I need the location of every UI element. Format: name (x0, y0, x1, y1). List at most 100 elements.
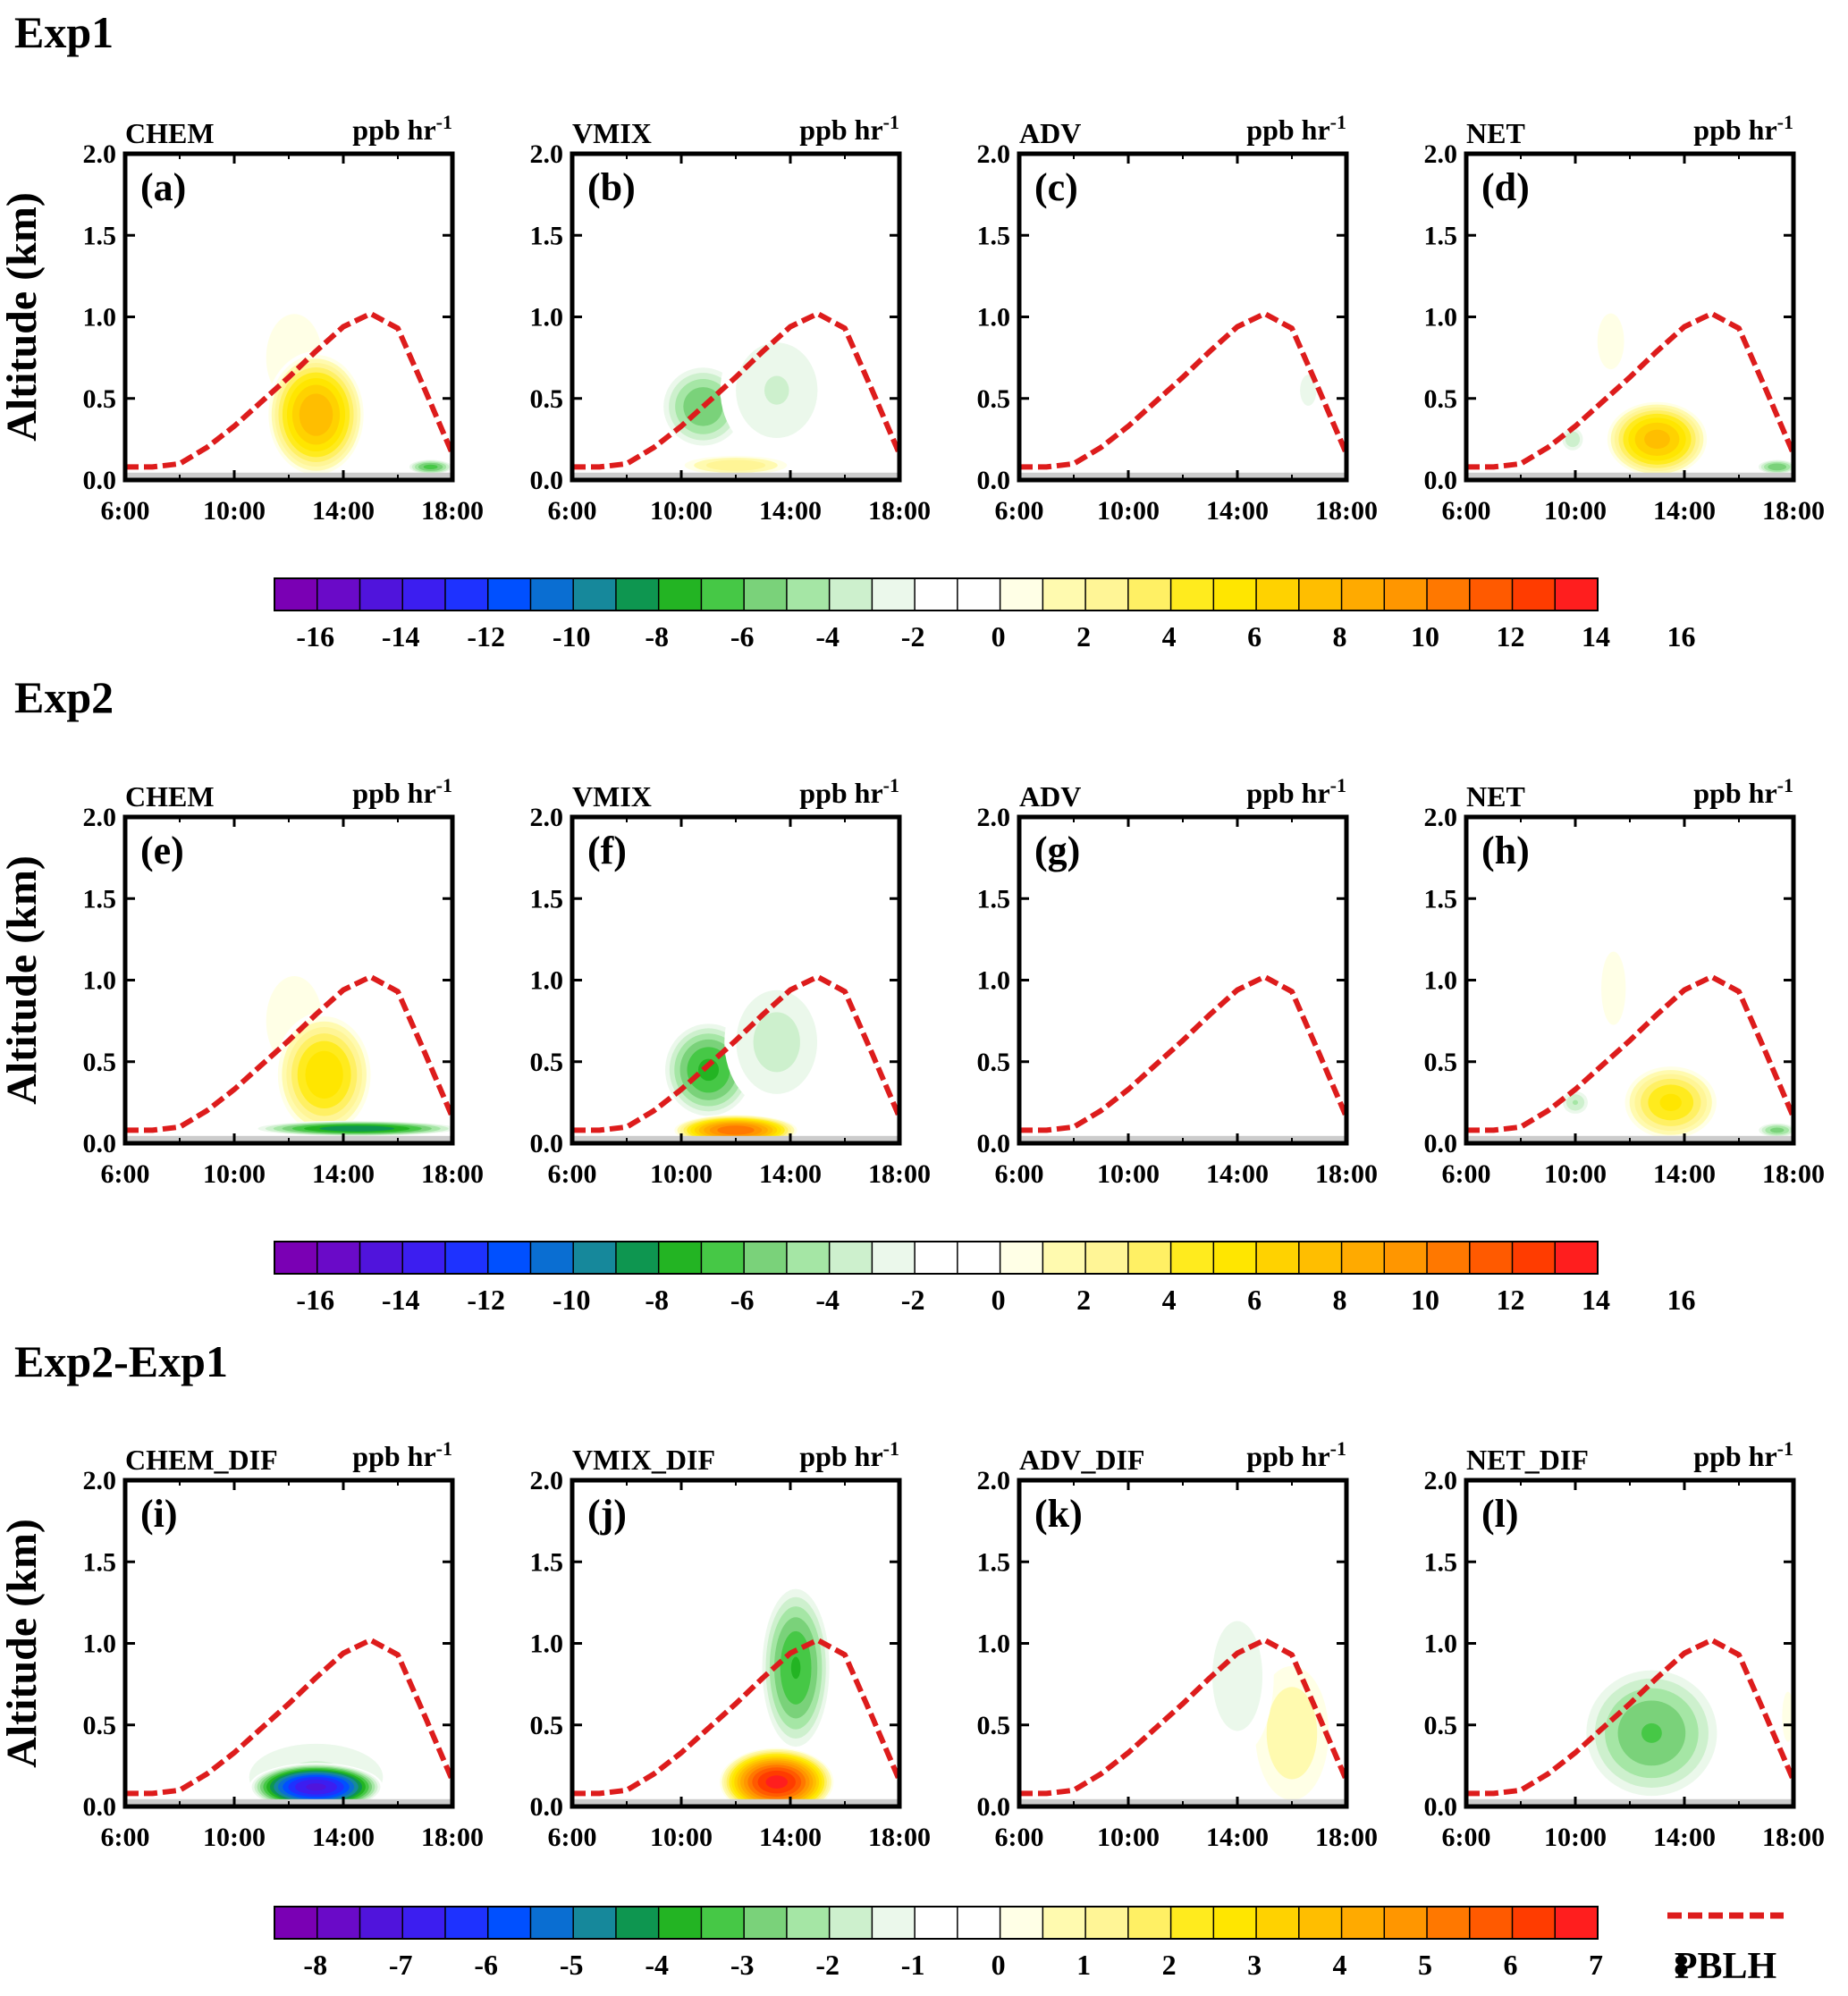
colorbar-label: -4 (815, 1284, 840, 1316)
colorbar-bin (402, 578, 446, 611)
colorbar-label: -7 (389, 1949, 413, 1981)
y-tick-label: 2.0 (1424, 803, 1458, 832)
y-tick-label: 0.5 (83, 1711, 117, 1740)
unit-label: ppb hr-1 (1246, 774, 1346, 809)
panel-adv-7: 6:00 10:00 14:00 18:00 0.0 0.5 1.0 1.5 2.0 ADV ppb… (977, 774, 1379, 1189)
colorbar-bin (573, 1907, 617, 1939)
panel-letter: (d) (1481, 165, 1530, 209)
panel-name: VMIX (572, 780, 652, 813)
y-tick-label: 0.0 (530, 1792, 564, 1822)
unit-sup: -1 (1330, 774, 1346, 796)
y-axis: 0.0 0.5 1.0 1.5 2.0 (977, 139, 1346, 495)
y-tick-label: 0.0 (530, 1129, 564, 1158)
colorbar-bin (1298, 1907, 1343, 1939)
colorbar-bin (573, 578, 617, 611)
x-tick-label: 18:00 (868, 496, 931, 526)
y-tick-label: 1.0 (83, 966, 117, 996)
colorbar-label: 6 (1504, 1949, 1518, 1981)
unit-sup: -1 (1777, 1437, 1793, 1460)
contour-level (1644, 429, 1670, 450)
y-tick-label: 0.5 (83, 384, 117, 414)
colorbar-label: -4 (815, 620, 840, 653)
colorbar-label: 14 (1582, 1284, 1610, 1316)
colorbar-frame (274, 577, 1599, 611)
y-tick-label: 1.5 (530, 221, 564, 250)
y-tick-label: 1.0 (83, 1630, 117, 1659)
y-tick-label: 1.5 (1424, 884, 1458, 914)
unit-label: ppb hr-1 (1693, 111, 1793, 146)
colorbar-bin (359, 1242, 403, 1274)
y-tick-label: 1.5 (977, 1547, 1011, 1577)
colorbar-frame (274, 1906, 1599, 1940)
x-axis: 6:00 10:00 14:00 18:00 (995, 817, 1378, 1189)
x-axis: 6:00 10:00 14:00 18:00 (995, 154, 1378, 526)
panel-net-8: 6:00 10:00 14:00 18:00 0.0 0.5 1.0 1.5 2.0 NET ppb… (1424, 774, 1826, 1189)
panel-name: CHEM (125, 117, 215, 149)
y-axis: 0.0 0.5 1.0 1.5 2.0 (83, 803, 452, 1158)
colorbar-bin (1512, 1907, 1556, 1939)
colorbar-label: 14 (1582, 620, 1610, 653)
colorbar-label: -5 (560, 1949, 584, 1981)
y-tick-label: 0.5 (977, 1711, 1011, 1740)
pblh-line (1019, 1637, 1346, 1797)
y-tick-label: 0.0 (530, 466, 564, 495)
contour-level (717, 1125, 755, 1135)
x-tick-label: 10:00 (203, 1823, 266, 1852)
unit-label: ppb hr-1 (1693, 1437, 1793, 1472)
colorbar-bin (829, 1242, 873, 1274)
contour-level (423, 464, 438, 470)
x-tick-label: 10:00 (1544, 496, 1607, 526)
y-tick-label: 2.0 (83, 1466, 117, 1495)
y-tick-label: 1.0 (977, 1630, 1011, 1659)
colorbar-label: -1 (901, 1949, 925, 1981)
y-tick-label: 2.0 (977, 803, 1011, 832)
contour-level (697, 1058, 720, 1082)
y-axis: 0.0 0.5 1.0 1.5 2.0 (83, 1466, 452, 1822)
colorbar-bin (530, 578, 574, 611)
y-tick-label: 1.5 (83, 884, 117, 914)
colorbar-bin (1555, 1907, 1599, 1939)
panel-name: VMIX_DIF (572, 1444, 715, 1476)
colorbar-bin (615, 578, 660, 611)
colorbar-bin (872, 578, 916, 611)
colorbar-bin (957, 1907, 1001, 1939)
x-tick-label: 10:00 (1097, 1823, 1160, 1852)
pblh-legend: PBLH (1667, 1912, 1784, 1987)
y-tick-label: 0.0 (1424, 1792, 1458, 1822)
colorbar-3: -8 -7 -6 -5 -4 -3 -2 -1 0 1 2 3 4 5 6 7 8 (274, 1906, 1688, 1981)
colorbar-bin (1341, 1907, 1385, 1939)
colorbar-bin (1085, 578, 1129, 611)
panel-chem-5: 6:00 10:00 14:00 18:00 0.0 0.5 1.0 1.5 2.0 CHEM pp… (0, 774, 484, 1189)
y-tick-label: 1.5 (1424, 1547, 1458, 1577)
unit-base: ppb hr (1693, 777, 1776, 809)
x-tick-label: 10:00 (1544, 1159, 1607, 1189)
x-axis: 6:00 10:00 14:00 18:00 (548, 817, 931, 1189)
unit-base: ppb hr (1693, 114, 1776, 146)
y-tick-label: 0.5 (530, 1711, 564, 1740)
colorbar-label: -14 (382, 1284, 420, 1316)
colorbar-label: 2 (1162, 1949, 1177, 1981)
y-tick-label: 1.5 (1424, 221, 1458, 250)
pblh-line (1019, 310, 1346, 470)
unit-sup: -1 (1330, 111, 1346, 133)
y-axis: 0.0 0.5 1.0 1.5 2.0 (977, 803, 1346, 1158)
colorbar-bin (1042, 1242, 1086, 1274)
contour-level (1466, 1091, 1483, 1131)
contour-fills (1082, 339, 1336, 456)
colorbar-bin (1042, 1907, 1086, 1939)
colorbar-bin (1085, 1907, 1129, 1939)
x-tick-label: 10:00 (1097, 496, 1160, 526)
section-titles: Exp1 Exp2 Exp2-Exp1 (14, 7, 228, 1386)
y-tick-label: 0.5 (83, 1048, 117, 1077)
colorbar-label: 7 (1589, 1949, 1603, 1981)
colorbar-bin (316, 1242, 360, 1274)
colorbar-bin (274, 1907, 318, 1939)
x-tick-label: 10:00 (650, 496, 713, 526)
colorbar-label: 2 (1076, 620, 1091, 653)
contour-level (1300, 375, 1317, 406)
contour-level (765, 1775, 789, 1789)
x-tick-label: 10:00 (203, 496, 266, 526)
panels: 6:00 10:00 14:00 18:00 0.0 0.5 1.0 1.5 2.0 CHEM pp… (0, 111, 1825, 1852)
colorbar-bin (1256, 1242, 1300, 1274)
y-tick-label: 0.0 (83, 466, 117, 495)
